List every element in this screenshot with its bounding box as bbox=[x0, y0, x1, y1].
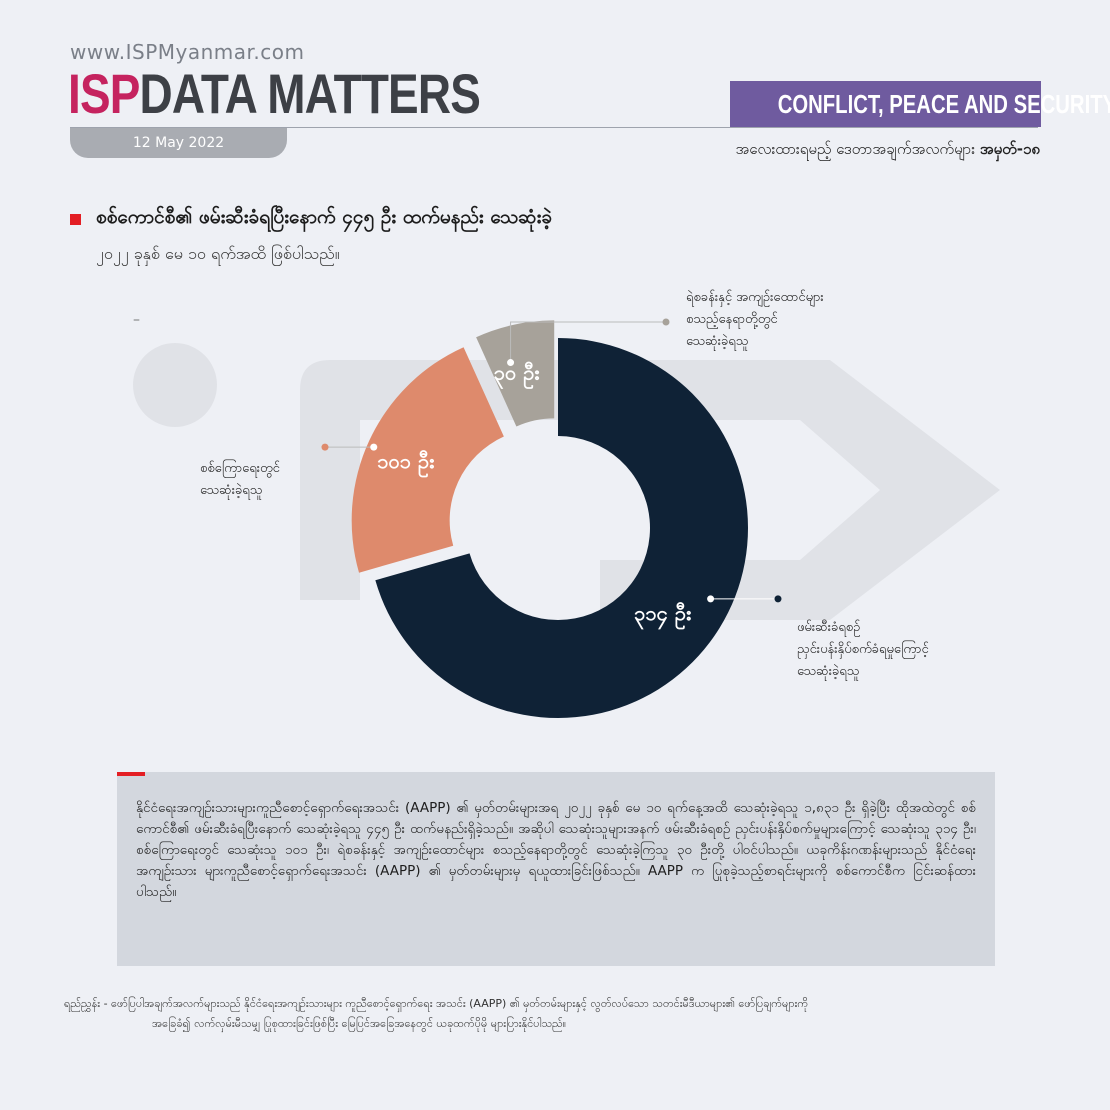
series-subheading: အလေးထားရမည့် ဒေတာအချက်အလက်များ အမှတ်-၁၈ bbox=[735, 140, 1040, 162]
slice-label-prisons: ရဲစခန်းနှင့် အကျဉ်းထောင်များ စသည့်နေရာတိ… bbox=[686, 287, 824, 353]
website-url: www.ISPMyanmar.com bbox=[70, 40, 305, 64]
footnote: ရည်ညွှန်း - ဖော်ပြပါအချက်အလက်များသည် နို… bbox=[64, 994, 1034, 1034]
isp-watermark bbox=[133, 343, 1000, 620]
footnote-line-2: အခြေခံ၍ လက်လှမ်းမီသမျှ ပြုစုထားခြင်းဖြစ်… bbox=[152, 1017, 567, 1030]
note-box bbox=[117, 772, 995, 966]
slice-prisons bbox=[476, 320, 555, 427]
slice-label-line: ညှင်းပန်းနှိပ်စက်ခံရမှုကြောင့် bbox=[797, 642, 929, 657]
logo-isp: ISP bbox=[68, 62, 140, 125]
slice-label-line: ဖမ်းဆီးခံရစဉ် bbox=[797, 620, 861, 635]
leader-start-dot bbox=[507, 359, 515, 367]
slice-label-interrogation: စစ်ကြောရေးတွင် သေဆုံးခဲ့ရသူ bbox=[200, 458, 280, 502]
slice-label-line: ရဲစခန်းနှင့် အကျဉ်းထောင်များ bbox=[686, 290, 824, 305]
donut-slices bbox=[351, 320, 749, 718]
slice-label-line: စစ်ကြောရေးတွင် bbox=[200, 461, 280, 476]
slice-label-line: စသည့်နေရာတို့တွင် bbox=[686, 312, 778, 327]
title-bullet bbox=[70, 214, 81, 225]
header-rule bbox=[70, 127, 1038, 128]
leader-start-dot bbox=[370, 443, 378, 451]
series-label: အလေးထားရမည့် ဒေတာအချက်အလက်များ bbox=[735, 140, 976, 158]
leader-line bbox=[510, 321, 666, 363]
note-flag bbox=[117, 772, 145, 776]
isp-data-matters-logo: ISPDATA MATTERS bbox=[68, 62, 481, 126]
date-tab: 12 May 2022 bbox=[70, 128, 287, 158]
slice-label-line: သေဆုံးခဲ့ရသူ bbox=[797, 664, 860, 679]
leader-end-dot bbox=[321, 443, 329, 451]
note-text: နိုင်ငံရေးအကျဉ်းသားများကူညီစောင့်ရှောက်ရ… bbox=[136, 800, 976, 900]
slice-label-line: သေဆုံးခဲ့ရသူ bbox=[686, 334, 749, 349]
footnote-line-1: ရည်ညွှန်း - ဖော်ပြပါအချက်အလက်များသည် နို… bbox=[64, 997, 809, 1010]
leader-end-dot bbox=[774, 595, 782, 603]
leader-lines bbox=[321, 318, 782, 603]
category-banner: CONFLICT, PEACE AND SECURITY bbox=[730, 81, 1110, 127]
chart-subtitle: ၂၀၂၂ ခုနှစ် မေ ၁၀ ရက်အထိ ဖြစ်ပါသည်။ bbox=[96, 244, 340, 263]
slice-label-line: သေဆုံးခဲ့ရသူ bbox=[200, 483, 263, 498]
slice-label-torture: ဖမ်းဆီးခံရစဉ် ညှင်းပန်းနှိပ်စက်ခံရမှုကြေ… bbox=[797, 617, 929, 683]
chart-title: စစ်ကောင်စီ၏ ဖမ်းဆီးခံရပြီးနောက် ၄၄၅ ဦး ထ… bbox=[96, 206, 553, 228]
slice-interrogation bbox=[351, 347, 504, 573]
leader-start-dot bbox=[707, 595, 715, 603]
category-label: CONFLICT, PEACE AND SECURITY bbox=[777, 89, 1110, 119]
slice-torture bbox=[375, 338, 749, 718]
logo-data-matters: DATA MATTERS bbox=[139, 62, 481, 125]
leader-end-dot bbox=[662, 318, 670, 326]
dash-mark: – bbox=[133, 312, 140, 328]
series-number: အမှတ်-၁၈ bbox=[979, 140, 1040, 158]
